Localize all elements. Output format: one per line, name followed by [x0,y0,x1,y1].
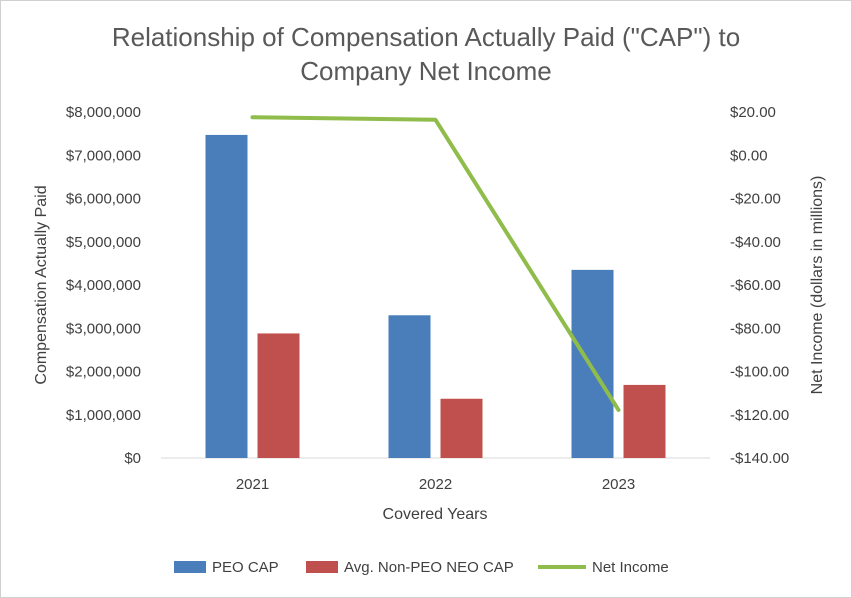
y-tick-label: $3,000,000 [66,320,141,337]
chart-title-line-1: Relationship of Compensation Actually Pa… [112,22,740,52]
x-axis-title: Covered Years [383,506,488,523]
line-net-income [250,115,621,412]
y-tick-label: $7,000,000 [66,147,141,164]
x-tick-label: 2021 [236,476,269,493]
y2-tick-label: -$40.00 [730,234,781,251]
bar-avg-non-peo-neo-cap-2023 [623,384,666,458]
y2-tick-label: -$60.00 [730,277,781,294]
y2-tick-label: -$100.00 [730,364,789,381]
y2-tick-label: -$120.00 [730,407,789,424]
y-tick-label: $2,000,000 [66,364,141,381]
y-tick-label: $4,000,000 [66,277,141,294]
y2-tick-label: -$140.00 [730,450,789,467]
legend-swatch-avg-non-peo-neo-cap [306,561,338,573]
y-tick-label: $8,000,000 [66,104,141,121]
bar-peo-cap-2023 [571,269,614,458]
y2-tick-label: -$80.00 [730,320,781,337]
x-tick-label: 2023 [602,476,635,493]
legend-label-net-income: Net Income [592,559,669,576]
y2-axis-title: Net Income (dollars in millions) [809,176,826,395]
bar-peo-cap-2021 [205,134,248,459]
legend-label-peo-cap: PEO CAP [212,559,279,576]
bar-peo-cap-2022 [388,315,431,458]
legend-label-avg-non-peo-neo-cap: Avg. Non-PEO NEO CAP [344,559,514,576]
y-tick-label: $1,000,000 [66,407,141,424]
bar-avg-non-peo-neo-cap-2021 [257,333,300,458]
bar-avg-non-peo-neo-cap-2022 [440,398,483,458]
y2-tick-label: $20.00 [730,104,776,121]
y2-tick-label: $0.00 [730,147,768,164]
y-tick-label: $5,000,000 [66,234,141,251]
y-tick-label: $0 [124,450,141,467]
chart-title-line-2: Company Net Income [300,56,551,86]
y2-tick-label: -$20.00 [730,191,781,208]
legend-swatch-peo-cap [174,561,206,573]
y-tick-label: $6,000,000 [66,191,141,208]
y-axis-title: Compensation Actually Paid [33,185,50,384]
x-tick-label: 2022 [419,476,452,493]
